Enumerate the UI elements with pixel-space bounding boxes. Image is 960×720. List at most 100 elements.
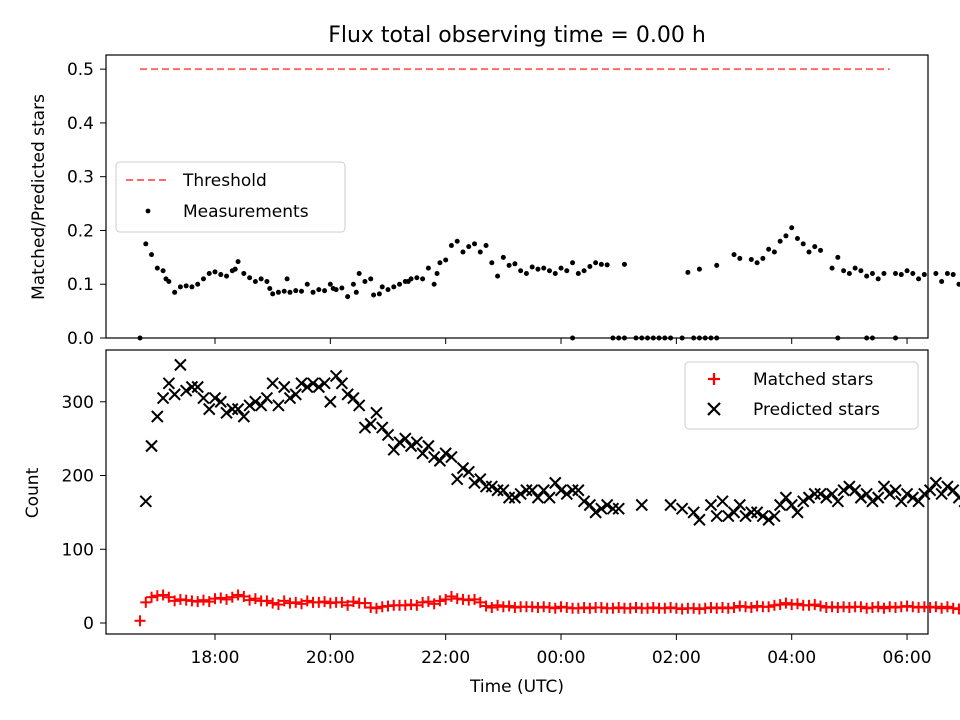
predicted-star-point — [185, 380, 199, 394]
predicted-star-point — [825, 487, 839, 501]
matched-star-point — [815, 600, 827, 612]
measurement-point — [345, 294, 351, 300]
measurement-point — [691, 335, 697, 341]
predicted-star-point — [635, 498, 648, 512]
measurement-point — [472, 241, 478, 247]
matched-star-point — [763, 601, 775, 613]
predicted-star-point — [889, 484, 902, 497]
measurement-point — [316, 287, 322, 293]
measurement-point — [350, 281, 356, 287]
matched-star-point — [728, 602, 740, 614]
predicted-star-point — [203, 402, 216, 416]
predicted-star-point — [848, 484, 862, 497]
predicted-star-point — [946, 484, 960, 497]
measurement-point — [414, 275, 420, 281]
ratio-legend: Threshold Measurements — [115, 161, 346, 233]
matched-star-point — [941, 601, 953, 613]
measurement-point — [858, 268, 864, 274]
predicted-star-point — [831, 495, 845, 508]
measurement-point — [218, 272, 224, 278]
predicted-star-point — [877, 480, 891, 493]
matched-star-point — [244, 594, 256, 606]
matched-star-point — [774, 599, 786, 611]
measurement-point — [754, 260, 760, 266]
predicted-star-point — [750, 506, 764, 519]
matched-star-point — [272, 599, 284, 611]
count-series — [134, 358, 960, 627]
predicted-star-point — [191, 380, 204, 394]
measurement-point — [610, 335, 616, 341]
predicted-star-point — [797, 495, 810, 508]
measurement-point — [864, 273, 870, 279]
ratio-y-axis-label: Matched/Predicted stars — [29, 94, 49, 300]
predicted-star-point — [427, 450, 441, 464]
matched-star-point — [503, 600, 515, 612]
measurement-point — [771, 249, 777, 255]
measurement-point — [177, 284, 183, 290]
predicted-star-point — [370, 406, 383, 420]
measurement-point — [668, 335, 674, 341]
count-y-tick-label: 200 — [62, 467, 94, 487]
predicted-star-point — [525, 484, 539, 497]
predicted-star-point — [664, 498, 677, 512]
matched-star-point — [434, 595, 446, 607]
predicted-star-point — [179, 384, 193, 397]
predicted-star-point — [220, 406, 233, 420]
matched-star-point — [549, 602, 561, 614]
x-tick-label: 20:00 — [306, 648, 355, 668]
predicted-star-point — [710, 509, 723, 523]
predicted-star-point — [329, 369, 343, 383]
measurement-point — [552, 270, 558, 276]
predicted-star-point — [572, 484, 585, 497]
predicted-star-point — [237, 410, 251, 423]
predicted-star-point — [381, 428, 395, 442]
measurement-point — [293, 288, 299, 294]
matched-star-point — [215, 592, 227, 604]
measurement-point — [881, 270, 887, 276]
predicted-star-point — [226, 402, 239, 416]
measurement-point — [685, 269, 691, 275]
matched-star-point — [480, 600, 492, 612]
predicted-star-point — [502, 491, 516, 504]
measurement-point — [448, 243, 454, 249]
matched-star-point — [134, 615, 146, 627]
x-tick-label: 00:00 — [537, 648, 586, 668]
predicted-star-point — [497, 484, 510, 497]
matched-star-point — [278, 595, 290, 607]
measurement-point — [841, 268, 847, 274]
matched-star-point — [226, 591, 238, 603]
measurement-point — [512, 261, 518, 267]
predicted-star-point — [595, 502, 608, 515]
measurement-point — [379, 284, 385, 290]
measurement-point — [385, 287, 391, 293]
matched-star-point — [342, 599, 354, 611]
measurement-point — [766, 246, 772, 252]
measurement-point — [893, 270, 899, 276]
predicted-star-point — [289, 388, 302, 401]
predicted-star-point — [491, 484, 504, 497]
measurement-point — [570, 335, 576, 341]
measurement-point — [183, 283, 189, 289]
matched-star-point — [336, 596, 348, 608]
predicted-star-point — [583, 498, 597, 512]
measurement-point — [391, 284, 397, 290]
predicted-star-point — [941, 480, 954, 493]
matched-star-point — [411, 599, 423, 611]
measurement-point — [397, 281, 403, 287]
predicted-star-point — [335, 377, 349, 390]
measurement-point — [535, 266, 541, 272]
measurement-point — [327, 281, 333, 287]
ratio-legend-box — [115, 161, 346, 233]
x-tick-label: 02:00 — [652, 648, 701, 668]
matched-star-point — [440, 593, 452, 605]
ratio-y-tick-label: 0.3 — [67, 168, 94, 188]
measurement-point — [950, 272, 956, 278]
predicted-star-point — [243, 399, 256, 412]
predicted-star-point — [537, 484, 550, 497]
predicted-star-point — [260, 391, 274, 405]
measurement-point — [575, 270, 581, 276]
matched-star-point — [238, 590, 250, 602]
ratio-legend-item: Measurements — [183, 202, 309, 222]
predicted-star-point — [785, 498, 798, 512]
measurement-point — [696, 335, 702, 341]
